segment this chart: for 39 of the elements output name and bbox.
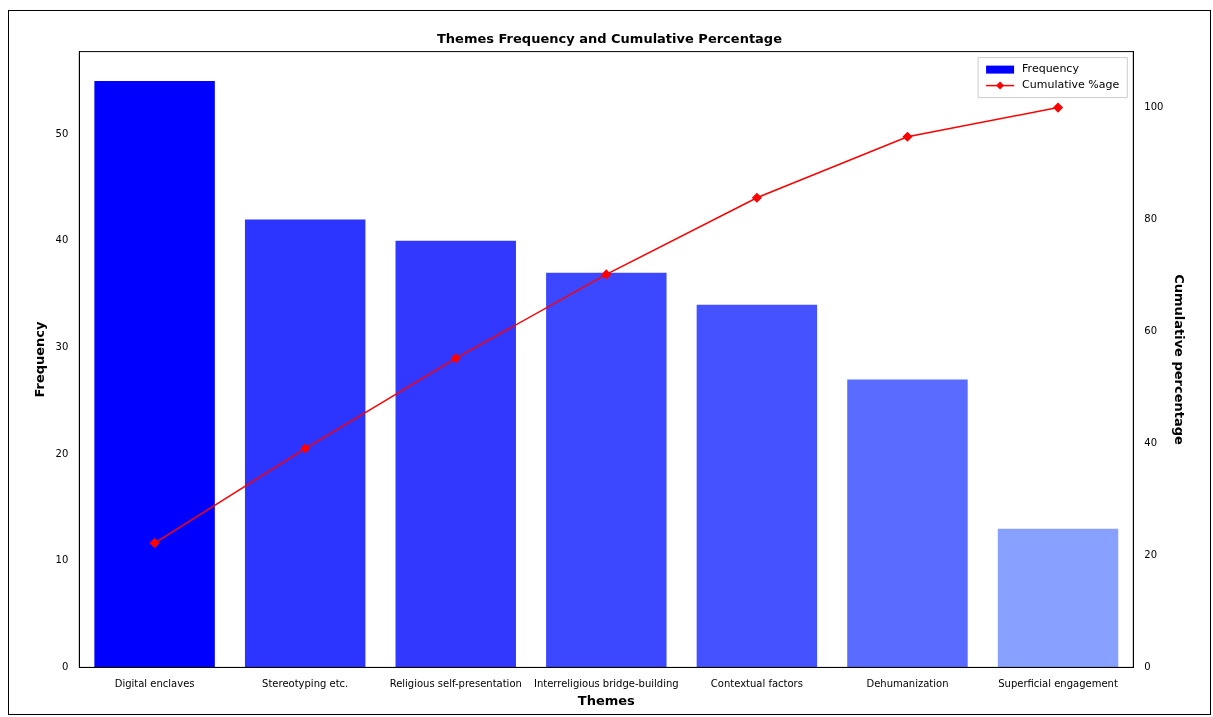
- y-tick-label: 20: [55, 447, 69, 459]
- y-tick-label: 40: [55, 234, 69, 246]
- point: [601, 269, 612, 280]
- bar: [395, 240, 516, 668]
- point: [451, 353, 461, 364]
- y-axis-title: Frequency: [32, 320, 48, 398]
- point: [300, 443, 310, 454]
- point: [902, 131, 913, 142]
- y2-tick-label: 0: [1144, 660, 1151, 672]
- x-tick-label: Religious self-presentation: [389, 677, 522, 689]
- bar: [94, 80, 215, 668]
- y2-axis-title: Cumulative percentage: [1171, 274, 1187, 446]
- legend-label: Cumulative %age: [1022, 78, 1120, 92]
- y2-tick-label: 40: [1144, 437, 1158, 449]
- y-tick-label: 10: [55, 554, 69, 566]
- y2-tick-label: 20: [1144, 549, 1158, 561]
- bar: [997, 528, 1119, 668]
- bar: [244, 219, 366, 668]
- y2-tick-label: 100: [1144, 101, 1164, 113]
- point: [1053, 102, 1063, 113]
- y-tick-label: 0: [61, 660, 69, 672]
- x-tick-label: Superficial engagement: [998, 677, 1118, 689]
- x-tick-label: Dehumanization: [866, 677, 949, 689]
- bar: [546, 272, 667, 668]
- point: [149, 538, 160, 548]
- y-tick-label: 30: [55, 341, 69, 353]
- chart-title: Themes Frequency and Cumulative Percentage: [437, 31, 783, 47]
- point: [752, 192, 762, 203]
- x-tick-label: Digital enclaves: [114, 677, 195, 689]
- y2-tick-label: 60: [1144, 325, 1158, 337]
- y2-tick-label: 80: [1144, 213, 1158, 225]
- bar: [696, 304, 818, 668]
- x-tick-label: Contextual factors: [710, 677, 803, 689]
- y-tick-label: 50: [55, 127, 69, 139]
- legend-label: Frequency: [1022, 62, 1080, 76]
- x-tick-label: Stereotyping etc.: [262, 677, 349, 689]
- x-tick-label: Interreligious bridge-building: [534, 677, 679, 689]
- x-axis-title: Themes: [577, 692, 636, 708]
- bar: [847, 379, 968, 668]
